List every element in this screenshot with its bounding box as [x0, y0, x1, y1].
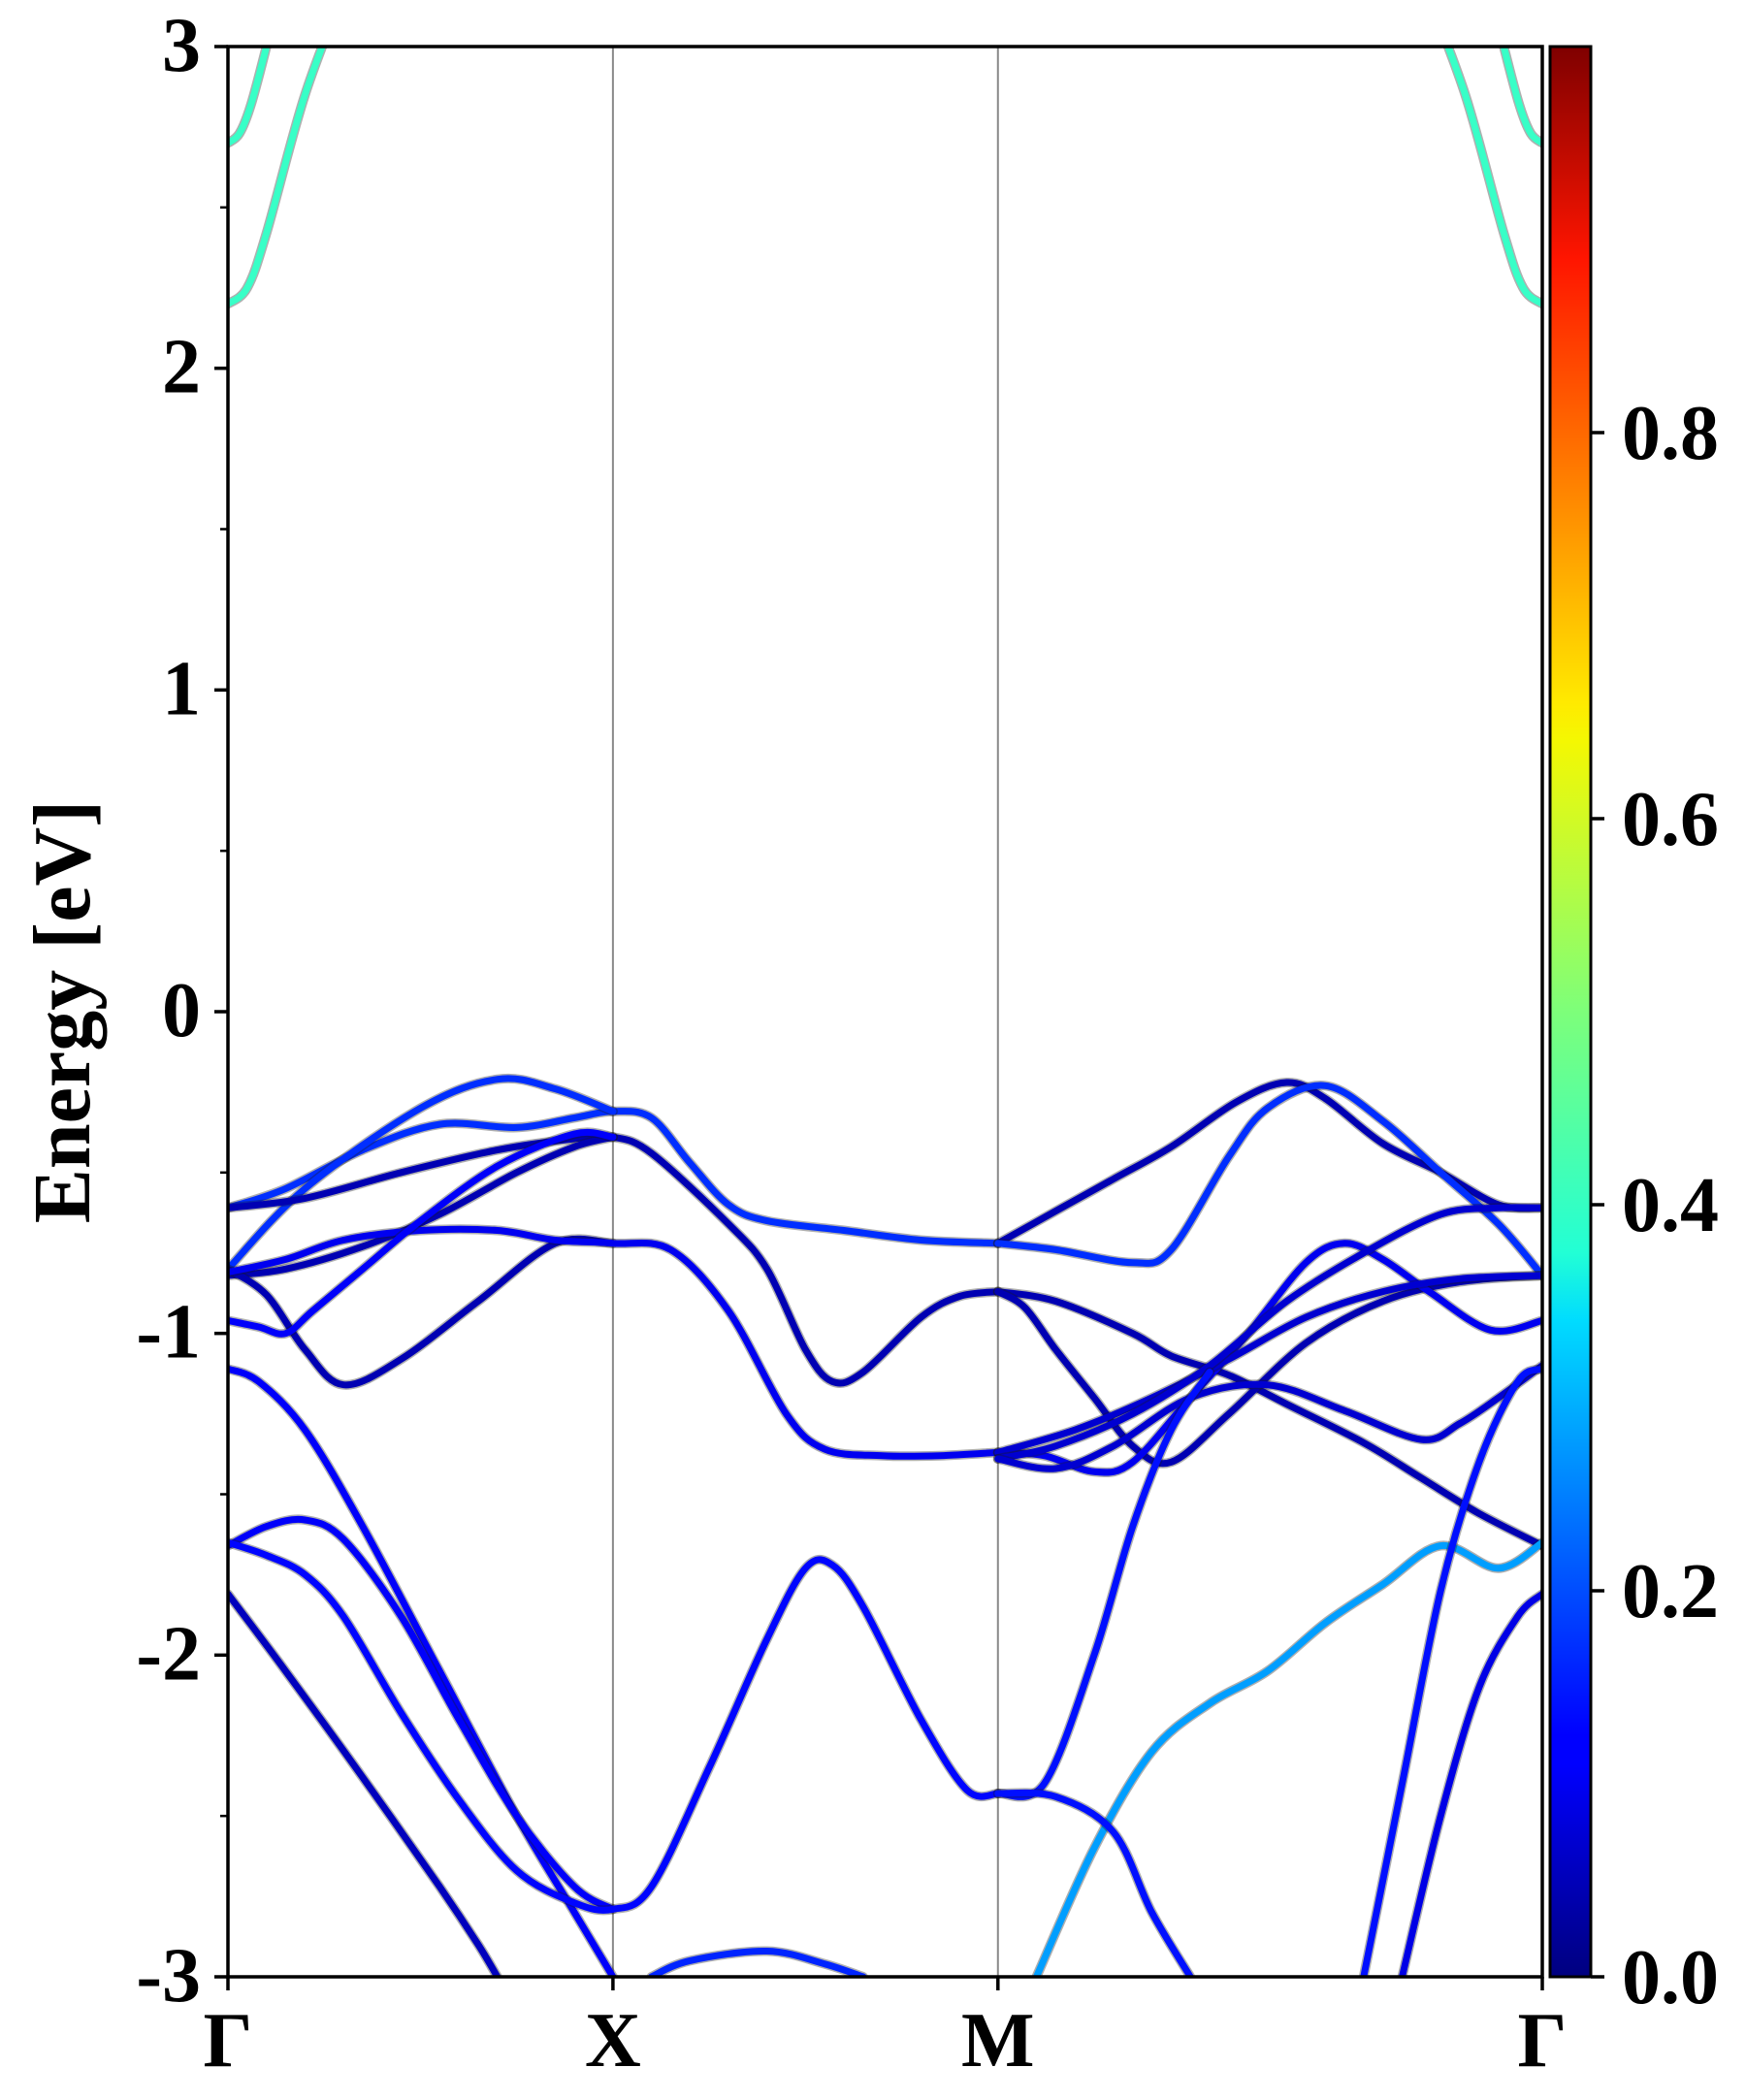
band-14 [994, 1272, 1542, 1468]
colorbar-tick-label-2: 0.4 [1622, 1163, 1719, 1248]
band-outline-26 [992, 1788, 1196, 1977]
band-outline-1 [228, 47, 272, 148]
kpoint-label-2: M [961, 1998, 1035, 2084]
band-27 [1360, 1365, 1542, 1977]
y-tick-label-3: 0 [162, 968, 201, 1053]
band-18 [994, 1362, 1542, 1472]
bands-layer [228, 47, 1542, 1977]
band-9 [228, 1225, 1002, 1460]
kpoint-label-1: X [585, 1998, 641, 2084]
band-20 [228, 1365, 617, 1977]
band-8 [228, 1235, 617, 1389]
y-tick-label-2: -1 [136, 1290, 201, 1375]
band-outline-3 [1499, 47, 1542, 148]
y-tick-label-5: 2 [162, 325, 201, 410]
plot-frame [226, 45, 1544, 1979]
band-7 [228, 1133, 617, 1279]
band-12 [994, 1082, 1542, 1279]
band-22 [228, 1538, 1002, 1914]
band-10 [228, 1128, 617, 1338]
band-16 [994, 1272, 1542, 1456]
colorbar-gradient [1548, 45, 1593, 1979]
band-28 [1399, 1590, 1542, 1977]
band-17 [994, 1204, 1542, 1463]
axes-layer: -3 -2 -1 0 1 2 3 Γ X M Γ [136, 3, 1567, 2084]
grid-layer [611, 47, 999, 1977]
band-15 [994, 1240, 1542, 1476]
colorbar: 0.0 0.2 0.4 0.6 0.8 [1548, 45, 1719, 2020]
band-outline-21 [228, 1514, 618, 1915]
band-0 [228, 47, 326, 307]
band-24 [648, 1947, 867, 1977]
band-6 [228, 1132, 1002, 1387]
colorbar-tick-label-1: 0.2 [1622, 1549, 1719, 1634]
y-axis-label: Energy [eV] [17, 800, 108, 1223]
band-2 [1444, 47, 1542, 307]
kpoint-label-3: Γ [1518, 1998, 1568, 2084]
kpoint-label-0: Γ [204, 1998, 253, 2084]
y-tick-label-1: -2 [136, 1611, 201, 1696]
band-19 [994, 1369, 1213, 1800]
band-26 [994, 1789, 1194, 1977]
band-1 [228, 47, 271, 146]
band-3 [1500, 47, 1542, 146]
colorbar-tick-label-0: 0.0 [1622, 1935, 1719, 2020]
band-4 [228, 1108, 1002, 1247]
band-23 [228, 1590, 501, 1977]
colorbar-tick-label-3: 0.6 [1622, 777, 1719, 862]
band-21 [228, 1515, 617, 1913]
band-13 [994, 1288, 1542, 1550]
y-tick-label-4: 1 [162, 646, 201, 731]
y-tick-label-0: -3 [136, 1933, 201, 2019]
ylabel-layer: Energy [eV] [17, 800, 108, 1223]
y-tick-label-6: 3 [162, 3, 201, 88]
band-25 [1033, 1538, 1542, 1977]
colorbar-tick-label-4: 0.8 [1622, 391, 1719, 476]
band-outline-19 [992, 1367, 1215, 1802]
